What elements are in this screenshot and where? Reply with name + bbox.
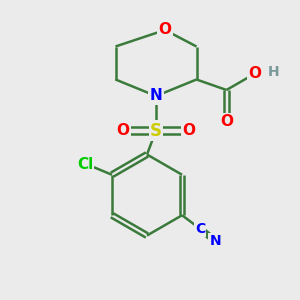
Text: H: H [268,65,279,79]
Text: C: C [195,222,205,236]
Text: O: O [220,114,233,129]
Text: O: O [116,123,130,138]
Text: O: O [182,123,196,138]
Text: O: O [248,66,262,81]
Text: S: S [150,122,162,140]
Text: Cl: Cl [77,157,93,172]
Text: O: O [158,22,172,38]
Text: N: N [150,88,162,104]
Text: N: N [209,234,221,248]
